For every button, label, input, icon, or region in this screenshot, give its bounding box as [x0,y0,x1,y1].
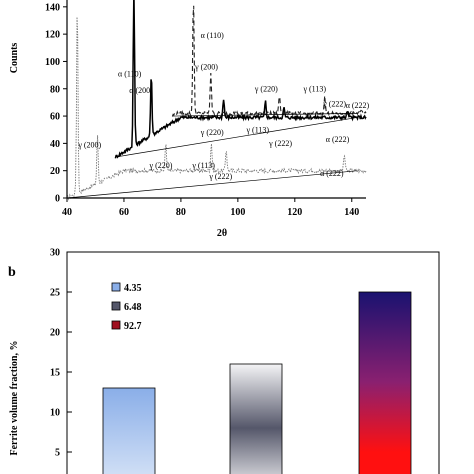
xrd-peak-label: γ (113) [246,125,270,134]
xrd-x-ticks: 40 60 80 100 120 140 [62,198,359,218]
bar-4.35 [102,387,156,474]
xrd-x-tick-label: 40 [62,207,72,218]
xrd-y-tick-label: 0 [55,194,60,205]
xrd-peak-label: γ (222) [208,172,232,181]
xrd-x-tick-label: 60 [119,207,129,218]
xrd-y-tick-label: 100 [45,57,60,68]
xrd-peak-label: α (110) [201,31,225,40]
bar-marks [102,291,412,474]
xrd-x-tick-label: 80 [176,207,186,218]
xrd-y-tick-label: 80 [50,84,60,95]
xrd-baseline [172,112,358,117]
xrd-peak-label: α (110) [118,69,142,78]
bar-y-tick-label: 15 [50,368,60,379]
xrd-y-tick-label: 120 [45,30,60,41]
bar-y-tick-label: 30 [50,248,60,259]
xrd-y-tick-label: 40 [50,139,60,150]
xrd-peak-label: γ (222) [322,100,346,109]
xrd-pattern-solid [114,0,367,159]
xrd-pattern-dotted [66,16,367,201]
xrd-chart: γ (200)γ (220) γ (113)γ (222) α (222)α (11… [9,0,370,239]
xrd-y-axis-label: Counts [9,43,20,74]
legend-label: 4.35 [124,283,142,294]
xrd-peak-label: γ (220) [200,128,224,137]
xrd-peak-label: α (222) [346,101,370,110]
xrd-peak-label: γ (200) [194,63,218,72]
xrd-peak-label: α (222) [320,169,344,178]
legend-label: 6.48 [124,302,142,313]
xrd-series-group [66,0,367,201]
bar-y-tick-label: 20 [50,328,60,339]
bar-y-ticks: 5 10 15 20 25 30 [50,248,72,459]
xrd-x-axis-label: 2θ [217,228,227,239]
xrd-peak-label: γ (113) [191,161,215,170]
legend-swatch [111,320,121,330]
bar-y-tick-label: 25 [50,288,60,299]
xrd-peak-label: α (222) [326,135,350,144]
bar-y-tick-label: 10 [50,408,60,419]
xrd-peak-label: γ (113) [302,84,326,93]
xrd-x-tick-label: 140 [344,207,359,218]
xrd-peak-label: γ (222) [268,139,292,148]
xrd-y-ticks: 0 20 40 60 80 100 120 140 [45,2,67,205]
xrd-peak-label: γ (220) [254,84,278,93]
ferrite-bar-chart: b 5 10 15 20 25 30 Ferrite volume fraction, %… [8,248,440,474]
xrd-pattern-dashed [171,5,367,117]
xrd-x-tick-label: 100 [230,207,245,218]
bar-y-axis-label: Ferrite volume fraction, % [9,341,20,456]
panel-label-b: b [8,265,16,280]
bar-92.7 [358,291,412,474]
xrd-peak-label: γ (200) [77,140,101,149]
xrd-baseline [66,170,358,199]
xrd-peak-label: α (200) [129,86,153,95]
xrd-peak-labels: γ (200)γ (220) γ (113)γ (222) α (222)α (11… [77,31,369,181]
xrd-y-tick-label: 20 [50,166,60,177]
xrd-peak-label: γ (220) [149,161,173,170]
xrd-x-tick-label: 120 [287,207,302,218]
bar-y-tick-label: 5 [55,448,60,459]
xrd-baseline [115,117,358,158]
legend-swatch [111,301,121,311]
bar-legend: 4.35 6.48 92.7 [111,282,142,332]
bar-6.48 [229,363,283,474]
xrd-y-tick-label: 60 [50,112,60,123]
xrd-y-tick-label: 140 [45,2,60,13]
legend-label: 92.7 [124,321,142,332]
legend-swatch [111,282,121,292]
